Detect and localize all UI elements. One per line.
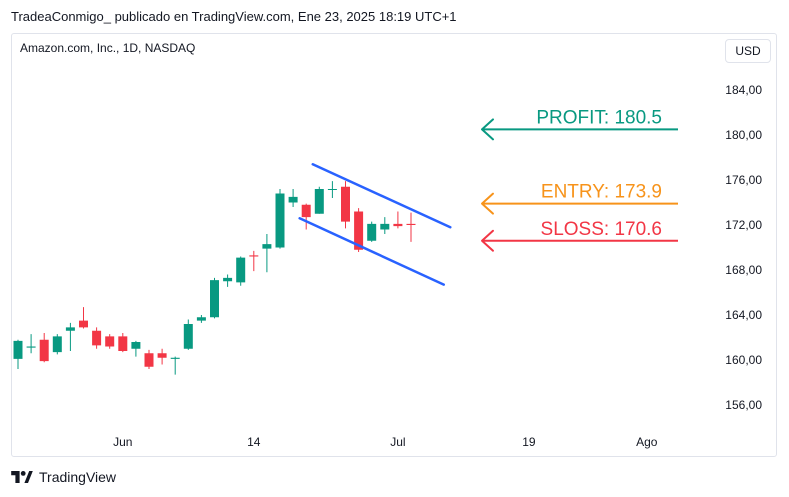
time-axis-label: 14 — [247, 435, 261, 449]
tradingview-brand[interactable]: TradingView — [11, 469, 116, 485]
price-axis-label: 164,00 — [725, 308, 762, 322]
candle-body[interactable] — [288, 196, 298, 203]
brand-name: TradingView — [39, 469, 117, 485]
sloss-label: SLOSS: 170.6 — [541, 219, 662, 240]
candle-body[interactable] — [39, 339, 49, 362]
candle-body[interactable] — [406, 223, 416, 225]
candle-body[interactable] — [131, 342, 141, 349]
candle-body[interactable] — [118, 336, 128, 351]
candle-body[interactable] — [327, 189, 337, 190]
publish-info: TradeaConmigo_ publicado en TradingView.… — [11, 9, 457, 24]
candle-body[interactable] — [249, 255, 259, 257]
candle-body[interactable] — [210, 280, 219, 318]
price-axis-label: 172,00 — [725, 218, 762, 232]
candle-body[interactable] — [223, 277, 233, 282]
price-axis-label: 156,00 — [725, 398, 762, 412]
candle-body[interactable] — [275, 193, 285, 248]
candle-body[interactable] — [157, 353, 167, 358]
channel-line[interactable] — [311, 163, 452, 229]
entry-arrow-head-icon — [481, 192, 494, 215]
time-axis-label: Jul — [390, 435, 405, 449]
candle-body[interactable] — [341, 186, 350, 222]
candle-body[interactable] — [314, 189, 324, 214]
candlestick-chart[interactable]: 184,00 180,00 176,00 172,00 168,00 164,00 160,… — [12, 34, 778, 458]
candle-body[interactable] — [367, 223, 377, 241]
sloss-arrow-head-icon — [481, 229, 494, 252]
candle-body[interactable] — [105, 336, 115, 347]
time-axis-label: 19 — [522, 435, 536, 449]
candle-body[interactable] — [26, 346, 36, 348]
candle-body[interactable] — [393, 223, 403, 227]
candle-body[interactable] — [144, 353, 154, 367]
entry-label: ENTRY: 173.9 — [541, 182, 662, 203]
symbol-title: Amazon.com, Inc., 1D, NASDAQ — [20, 41, 196, 55]
currency-button[interactable]: USD — [725, 39, 771, 63]
channel-line[interactable] — [298, 217, 445, 286]
candle-body[interactable] — [13, 340, 23, 359]
time-axis-label: Ago — [636, 435, 658, 449]
candle-body[interactable] — [380, 223, 390, 230]
price-axis-label: 168,00 — [725, 263, 762, 277]
tradingview-logo-icon — [11, 471, 33, 483]
candle-body[interactable] — [170, 357, 180, 359]
candle-body[interactable] — [65, 327, 75, 331]
price-axis-label: 180,00 — [725, 128, 762, 142]
price-axis-label: 160,00 — [725, 353, 762, 367]
profit-label: PROFIT: 180.5 — [536, 107, 662, 128]
chart-panel[interactable]: 184,00 180,00 176,00 172,00 168,00 164,00 160,… — [11, 33, 777, 457]
price-axis-label: 176,00 — [725, 173, 762, 187]
candle-body[interactable] — [196, 317, 206, 321]
candle-body[interactable] — [236, 257, 246, 283]
price-axis-label: 184,00 — [725, 83, 762, 97]
profit-arrow-head-icon — [481, 118, 494, 141]
candle-body[interactable] — [183, 324, 193, 349]
candle-body[interactable] — [262, 244, 272, 249]
time-axis-label: Jun — [113, 435, 132, 449]
candle-body[interactable] — [301, 204, 311, 218]
candle-body[interactable] — [79, 320, 88, 328]
candle-body[interactable] — [52, 336, 62, 353]
candle-body[interactable] — [354, 211, 364, 250]
candle-body[interactable] — [92, 330, 102, 346]
